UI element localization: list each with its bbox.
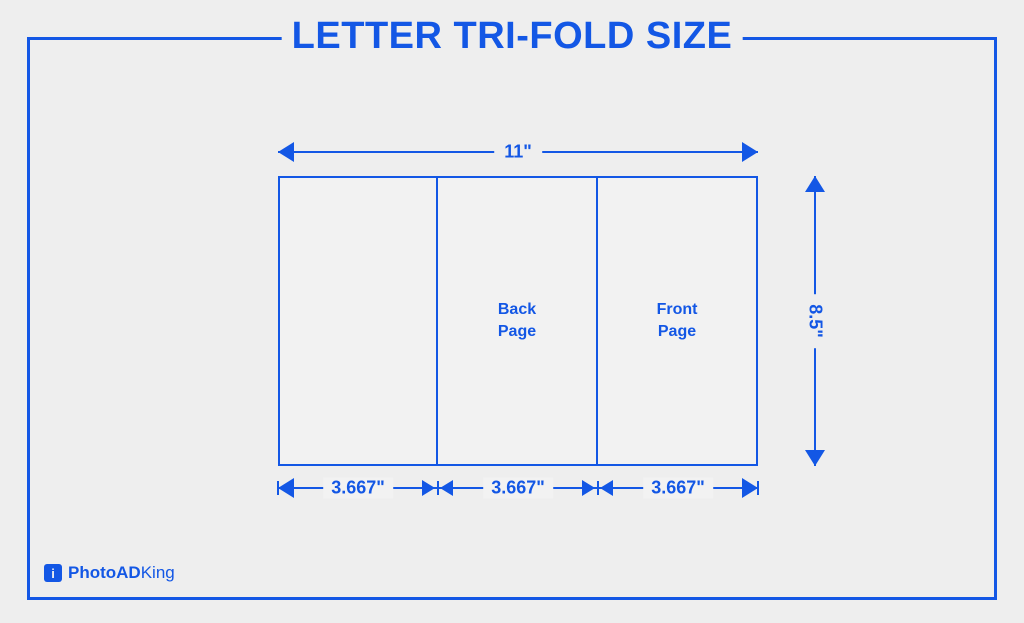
arrowhead-icon bbox=[582, 480, 595, 496]
info-icon: i bbox=[44, 564, 62, 582]
arrowhead-icon bbox=[805, 176, 825, 192]
trifold-panel-2: FrontPage bbox=[598, 176, 758, 466]
brand-logo: i PhotoADKing bbox=[44, 563, 175, 583]
dim-tick bbox=[597, 481, 599, 495]
trifold-panel-1: BackPage bbox=[438, 176, 598, 466]
arrowhead-icon bbox=[805, 450, 825, 466]
brand-text: PhotoADKing bbox=[68, 563, 175, 583]
arrowhead-icon bbox=[742, 142, 758, 162]
arrowhead-icon bbox=[278, 478, 294, 498]
diagram-canvas: LETTER TRI-FOLD SIZE BackPage FrontPage i… bbox=[0, 0, 1024, 623]
trifold-panels: BackPage FrontPage bbox=[278, 176, 758, 466]
dim-tick bbox=[277, 481, 279, 495]
arrowhead-icon bbox=[440, 480, 453, 496]
dim-segment-label-1: 3.667" bbox=[483, 478, 553, 499]
diagram-title: LETTER TRI-FOLD SIZE bbox=[282, 15, 743, 58]
dim-width-label: 11" bbox=[494, 142, 542, 163]
arrowhead-icon bbox=[422, 480, 435, 496]
dim-height-label: 8.5" bbox=[805, 294, 826, 348]
arrowhead-icon bbox=[278, 142, 294, 162]
arrowhead-icon bbox=[742, 478, 758, 498]
panel-label: BackPage bbox=[498, 299, 536, 342]
dim-tick bbox=[757, 481, 759, 495]
trifold-panel-0 bbox=[278, 176, 438, 466]
arrowhead-icon bbox=[600, 480, 613, 496]
panel-label: FrontPage bbox=[657, 299, 698, 342]
dim-tick bbox=[437, 481, 439, 495]
dim-segment-label-0: 3.667" bbox=[323, 478, 393, 499]
dim-segment-label-2: 3.667" bbox=[643, 478, 713, 499]
